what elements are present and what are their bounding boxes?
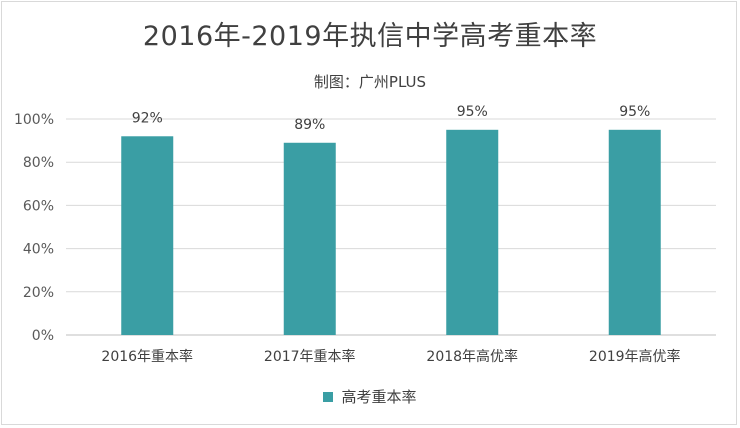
chart-subtitle: 制图：广州PLUS <box>313 73 427 91</box>
legend-swatch <box>323 391 334 402</box>
y-tick-label: 0% <box>32 328 54 344</box>
bar <box>283 142 336 335</box>
bar <box>446 129 499 335</box>
x-tick-label: 2019年高优率 <box>589 348 681 365</box>
legend: 高考重本率 <box>0 386 740 407</box>
y-tick-label: 80% <box>23 155 54 171</box>
y-tick-label: 40% <box>23 242 54 258</box>
x-tick-label: 2016年重本率 <box>101 348 193 365</box>
y-tick-label: 100% <box>14 112 54 128</box>
data-label: 89% <box>294 117 325 133</box>
y-tick-label: 20% <box>23 285 54 301</box>
data-label: 92% <box>132 110 163 126</box>
y-tick-label: 60% <box>23 198 54 214</box>
y-axis-ticks: 0% 20% 40% 60% 80% 100% <box>14 112 54 344</box>
bar <box>608 129 661 335</box>
x-axis-ticks: 2016年重本率 2017年重本率 2018年高优率 2019年高优率 <box>101 348 680 365</box>
gridlines <box>66 118 716 336</box>
chart-title: 2016年-2019年执信中学高考重本率 <box>142 21 598 52</box>
data-label: 95% <box>457 104 488 120</box>
legend-label: 高考重本率 <box>341 388 417 406</box>
x-tick-label: 2018年高优率 <box>426 348 518 365</box>
bar <box>121 136 174 335</box>
data-labels: 92% 89% 95% 95% <box>132 104 651 133</box>
x-tick-label: 2017年重本率 <box>264 348 356 365</box>
data-label: 95% <box>619 104 650 120</box>
bars <box>121 129 661 335</box>
